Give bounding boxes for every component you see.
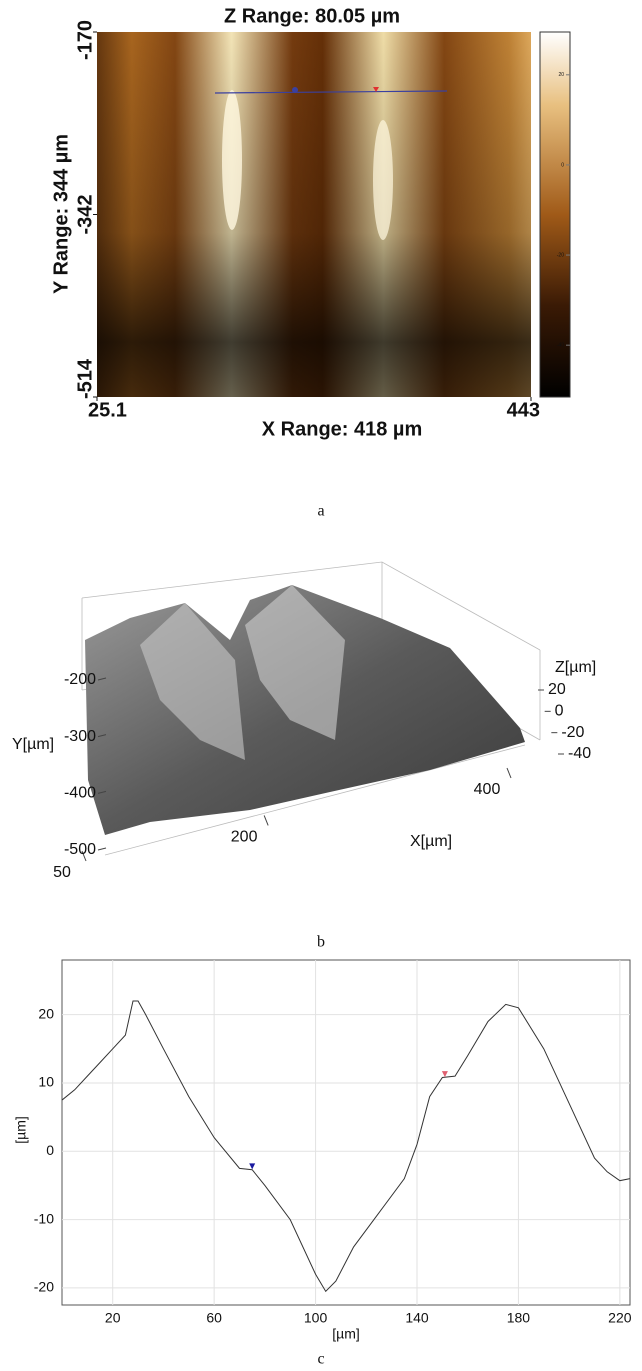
- x-tick-label: 200: [231, 829, 258, 846]
- x-axis-label: [µm]: [332, 1326, 360, 1342]
- x-tick-label: 20: [105, 1310, 121, 1326]
- z-tick-label: 0: [555, 703, 564, 720]
- y-tick-label: -170: [74, 20, 96, 60]
- y-tick-label: -514: [74, 358, 96, 399]
- cursor-marker: [441, 1071, 448, 1078]
- colorbar-tick-label: -20: [557, 252, 564, 258]
- caption: c: [317, 1351, 324, 1368]
- y-tick-label: -200: [64, 671, 96, 688]
- caption: a: [317, 503, 324, 520]
- y-tick-label: -10: [34, 1210, 54, 1226]
- title: Z Range: 80.05 µm: [224, 5, 400, 27]
- line-series: [61, 1000, 631, 1293]
- x-tick-label: 25.1: [88, 399, 127, 421]
- x-tick-label: 140: [405, 1310, 429, 1326]
- colorbar-tick-label: 20: [558, 72, 564, 78]
- z-axis-label: Z[µm]: [555, 659, 596, 676]
- x-tick-label: 50: [53, 864, 71, 881]
- z-tick-label: -20: [561, 724, 584, 741]
- x-tick-label: 443: [507, 399, 540, 421]
- y-tick: [97, 847, 107, 851]
- y-axis-label: [µm]: [13, 1116, 29, 1144]
- heatmap-image: [97, 32, 531, 397]
- colorbar-tick-label: 0: [561, 162, 564, 168]
- y-tick: [97, 677, 107, 681]
- y-tick: [97, 734, 107, 738]
- y-axis-label: Y Range: 344 µm: [50, 134, 72, 294]
- x-axis-label: X Range: 418 µm: [262, 418, 422, 440]
- plot-frame: [61, 959, 631, 1306]
- x-tick-label: 400: [474, 781, 501, 798]
- y-tick-label: 20: [38, 1005, 54, 1021]
- cursor-marker: [249, 1163, 256, 1170]
- y-axis-label: Y[µm]: [12, 736, 54, 753]
- x-tick-label: 180: [507, 1310, 531, 1326]
- x-tick-label: 60: [206, 1310, 222, 1326]
- x-tick-label: 100: [304, 1310, 328, 1326]
- surface: [85, 585, 525, 835]
- y-tick-label: 0: [46, 1142, 54, 1158]
- caption: b: [317, 934, 325, 951]
- y-tick-label: -20: [34, 1279, 54, 1295]
- z-tick-label: 20: [548, 681, 566, 698]
- x-tick: [506, 767, 512, 779]
- x-axis-label: X[µm]: [410, 833, 452, 850]
- y-tick: [97, 790, 107, 794]
- x-tick: [81, 850, 87, 862]
- x-tick: [263, 815, 269, 826]
- y-tick-label: -342: [74, 194, 96, 234]
- colorbar-tick-label: -40: [557, 343, 564, 349]
- y-tick-label: -300: [64, 728, 96, 745]
- x-tick-label: 220: [608, 1310, 632, 1326]
- colorbar: [539, 31, 571, 398]
- y-tick-label: 10: [38, 1074, 54, 1090]
- y-tick-label: -400: [64, 785, 96, 802]
- y-tick-label: -500: [64, 841, 96, 858]
- z-tick-label: -40: [568, 745, 591, 762]
